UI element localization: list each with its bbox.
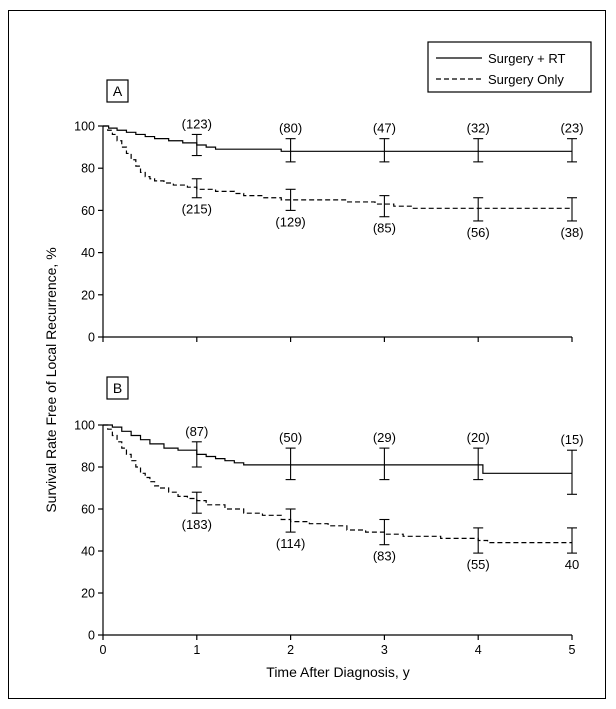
panel-a-surgery-only-n-label: (85)	[373, 221, 396, 236]
legend-label-surgery-rt: Surgery + RT	[488, 51, 565, 66]
panel-a-surgery-only-n-label: (129)	[275, 214, 305, 229]
figure-frame	[8, 10, 606, 699]
panel-a-surgery-only-n-label: (38)	[560, 225, 583, 240]
panel-a-series-surgery-rt	[103, 125, 572, 152]
panel-a-surgery-rt-n-label: (123)	[182, 116, 212, 131]
panel-a: A 0 20 40 60 80 100 (123) (80) (47) (32) (23) (215)…	[74, 79, 584, 345]
panel-b-series-surgery-only	[103, 424, 572, 544]
panel-b-surgery-rt-n-label: (87)	[185, 424, 208, 439]
panel-b-y-tick-label: 100	[74, 419, 95, 433]
panel-b-surgery-only-n-label: (183)	[182, 517, 212, 532]
panel-a-series-surgery-only	[103, 125, 572, 209]
x-tick-label: 3	[381, 643, 388, 657]
panel-b-y-tick-label: 40	[81, 545, 95, 559]
x-tick-label: 2	[287, 643, 294, 657]
panel-b-surgery-only-n-label: 40	[565, 557, 579, 572]
panel-a-y-tick-label: 20	[81, 288, 95, 302]
legend-label-surgery-only: Surgery Only	[488, 72, 564, 87]
panel-a-y-tick-label: 80	[81, 162, 95, 176]
x-tick-label: 5	[569, 643, 576, 657]
panel-b-surgery-rt-n-label: (29)	[373, 430, 396, 445]
x-tick-label: 4	[475, 643, 482, 657]
panel-a-y-tick-label: 0	[88, 331, 95, 345]
x-axis-label: Time After Diagnosis, y	[266, 664, 409, 680]
legend: Surgery + RT Surgery Only	[427, 41, 592, 93]
panel-a-surgery-only-n-label: (56)	[467, 225, 490, 240]
x-tick-label: 1	[193, 643, 200, 657]
panel-a-surgery-rt-n-label: (23)	[560, 121, 583, 136]
panel-b-label-box	[106, 376, 129, 400]
panel-a-surgery-rt-n-label: (80)	[279, 121, 302, 136]
x-tick-label: 0	[100, 643, 107, 657]
panel-b-surgery-only-n-label: (83)	[373, 549, 396, 564]
panel-a-y-tick-label: 60	[81, 204, 95, 218]
panel-b-y-tick-label: 80	[81, 461, 95, 475]
panel-b-surgery-rt-n-label: (20)	[467, 430, 490, 445]
panel-b-y-tick-label: 0	[88, 629, 95, 643]
panel-b-surgery-only-n-label: (55)	[467, 557, 490, 572]
panel-b: B 0 20 40 60 80 100 0 1 2 3 4 5 (87) (50) (29) (20) (15)…	[74, 376, 584, 657]
panel-b-y-tick-label: 60	[81, 503, 95, 517]
panel-a-surgery-only-n-label: (215)	[182, 202, 212, 217]
panel-a-y-tick-label: 40	[81, 246, 95, 260]
panel-a-y-tick-label: 100	[74, 120, 95, 134]
y-axis-label: Survival Rate Free of Local Recurrence, …	[43, 247, 59, 512]
legend-box	[427, 41, 592, 93]
panel-b-label: B	[113, 380, 122, 396]
panel-a-surgery-rt-n-label: (47)	[373, 121, 396, 136]
panel-b-surgery-only-n-label: (114)	[276, 536, 305, 551]
panel-b-surgery-rt-n-label: (15)	[560, 432, 583, 447]
panel-a-surgery-rt-n-label: (32)	[467, 121, 490, 136]
panel-b-surgery-rt-n-label: (50)	[279, 430, 302, 445]
panel-b-series-surgery-rt	[103, 424, 572, 474]
panel-b-y-tick-label: 20	[81, 587, 95, 601]
panel-a-label: A	[113, 83, 123, 99]
panel-a-label-box	[106, 79, 129, 103]
